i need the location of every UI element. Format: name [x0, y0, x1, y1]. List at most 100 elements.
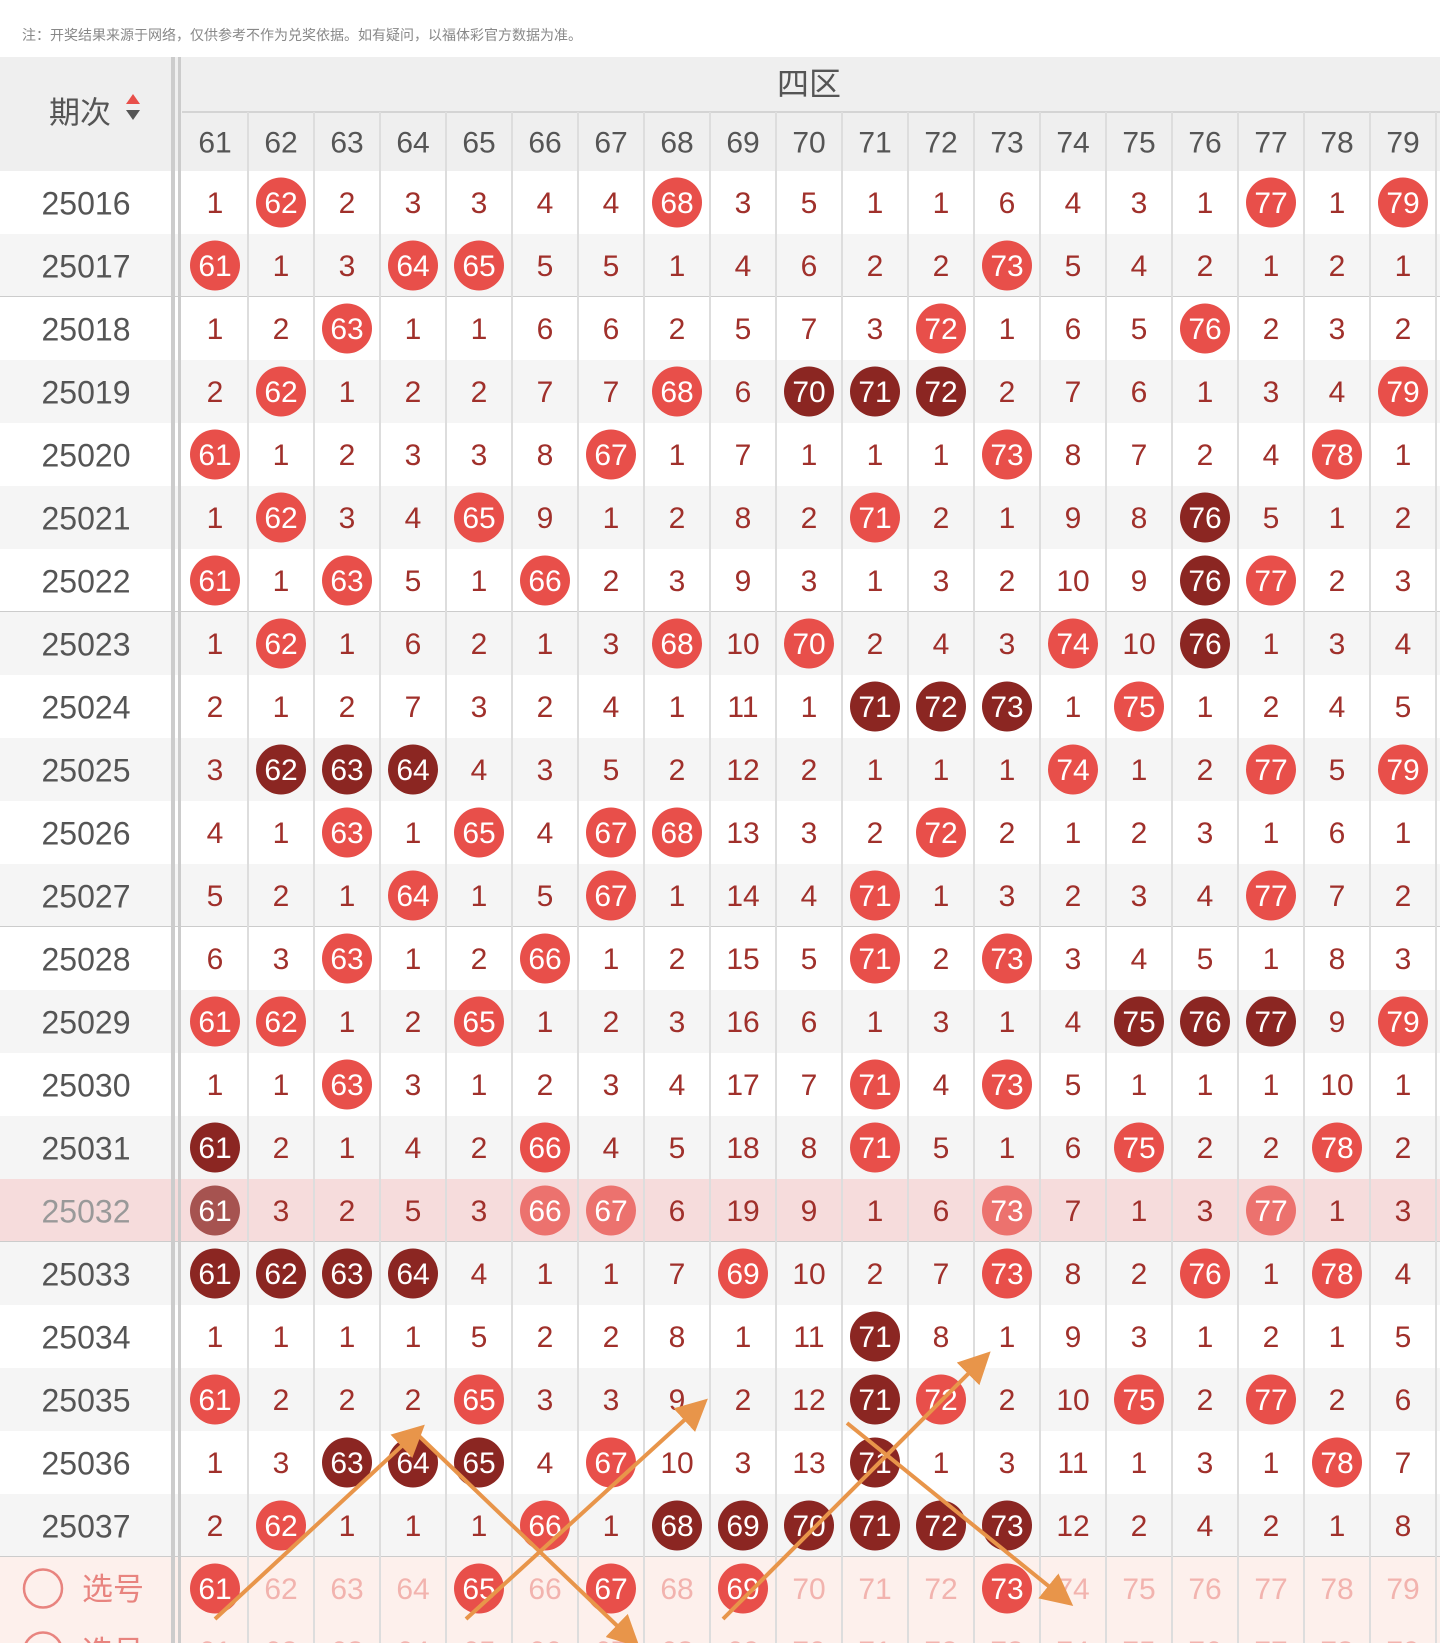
ball-number: 61: [198, 1258, 231, 1291]
ball: [520, 1185, 570, 1236]
ball: [190, 1122, 240, 1173]
ball: [1378, 744, 1428, 795]
ball-number: 78: [1320, 1258, 1353, 1291]
miss-count: 1: [735, 1321, 752, 1354]
pick-number: 70: [792, 1636, 825, 1643]
ball: [454, 240, 504, 291]
miss-count: 6: [207, 943, 224, 976]
miss-count: 4: [1197, 880, 1214, 913]
ball-number: 76: [1188, 628, 1221, 661]
miss-count: 12: [792, 1384, 825, 1417]
miss-count: 1: [1197, 1321, 1214, 1354]
miss-count: 2: [669, 502, 686, 535]
ball: [1048, 744, 1098, 795]
issue: 25025: [42, 753, 131, 789]
miss-count: 2: [801, 754, 818, 787]
miss-count: 8: [933, 1321, 950, 1354]
ball-number: 73: [990, 1069, 1023, 1102]
pick-number: 79: [1386, 1573, 1419, 1606]
miss-count: 1: [603, 943, 620, 976]
pick-toggle[interactable]: [22, 1568, 64, 1609]
pick-number: 70: [792, 1573, 825, 1606]
miss-count: 1: [1395, 439, 1412, 472]
ball: [718, 1500, 768, 1551]
issue: 25029: [42, 1005, 131, 1041]
ball-number: 73: [990, 439, 1023, 472]
ball-number: 78: [1320, 1447, 1353, 1480]
ball: [916, 1500, 966, 1551]
ball-number: 71: [858, 1132, 891, 1165]
miss-count: 1: [273, 1321, 290, 1354]
pick-number: 78: [1320, 1636, 1353, 1643]
miss-count: 5: [471, 1321, 488, 1354]
miss-count: 1: [1065, 691, 1082, 724]
issue: 25031: [42, 1131, 131, 1167]
pick-number: 68: [660, 1636, 693, 1643]
miss-count: 6: [1329, 817, 1346, 850]
pick-number: 71: [858, 1573, 891, 1606]
miss-count: 1: [1395, 1069, 1412, 1102]
column-number: 68: [660, 127, 693, 160]
miss-count: 7: [801, 313, 818, 346]
column-number: 71: [858, 127, 891, 160]
ball-number: 76: [1188, 502, 1221, 535]
miss-count: 2: [207, 1510, 224, 1543]
ball-number: 72: [924, 1510, 957, 1543]
pick-toggle[interactable]: [23, 1631, 63, 1648]
miss-count: 8: [1329, 943, 1346, 976]
miss-count: 5: [1395, 1321, 1412, 1354]
row-bg: [0, 1305, 1440, 1368]
miss-count: 1: [1197, 376, 1214, 409]
miss-count: 2: [405, 1384, 422, 1417]
miss-count: 2: [1395, 880, 1412, 913]
ball: [850, 933, 900, 984]
ball-number: 61: [198, 1573, 231, 1606]
miss-count: 12: [1056, 1510, 1089, 1543]
ball: [454, 807, 504, 858]
ball: [850, 492, 900, 543]
ball-number: 77: [1254, 187, 1287, 220]
miss-count: 2: [405, 1006, 422, 1039]
miss-count: 3: [1065, 943, 1082, 976]
miss-count: 2: [1329, 1384, 1346, 1417]
miss-count: 1: [669, 439, 686, 472]
ball-number: 64: [396, 250, 429, 283]
miss-count: 3: [1263, 376, 1280, 409]
column-number: 67: [594, 127, 627, 160]
ball-number: 73: [990, 1258, 1023, 1291]
miss-count: 4: [1263, 439, 1280, 472]
pick-number: 76: [1188, 1636, 1221, 1643]
ball-number: 71: [858, 943, 891, 976]
miss-count: 1: [1131, 1447, 1148, 1480]
miss-count: 3: [537, 1384, 554, 1417]
ball-number: 77: [1254, 1195, 1287, 1228]
miss-count: 3: [669, 1006, 686, 1039]
issue: 25034: [42, 1320, 131, 1356]
miss-count: 3: [735, 187, 752, 220]
miss-count: 3: [933, 565, 950, 598]
ball: [652, 618, 702, 669]
note: 注：开奖结果来源于网络，仅供参考不作为兑奖依据。如有疑问，以福体彩官方数据为准。: [22, 27, 582, 43]
ball: [850, 1059, 900, 1110]
miss-count: 1: [999, 1321, 1016, 1354]
miss-count: 5: [603, 754, 620, 787]
miss-count: 1: [1329, 502, 1346, 535]
ball-number: 62: [264, 502, 297, 535]
miss-count: 4: [1395, 628, 1412, 661]
ball-number: 76: [1188, 1258, 1221, 1291]
column-number: 75: [1122, 127, 1155, 160]
miss-count: 2: [603, 1321, 620, 1354]
ball: [850, 681, 900, 732]
ball-number: 77: [1254, 754, 1287, 787]
ball: [652, 177, 702, 228]
ball: [190, 996, 240, 1047]
miss-count: 2: [1131, 1258, 1148, 1291]
miss-count: 1: [1329, 187, 1346, 220]
ball: [190, 429, 240, 480]
miss-count: 19: [726, 1195, 759, 1228]
miss-count: 1: [1329, 1195, 1346, 1228]
issue: 25030: [42, 1068, 131, 1104]
ball-number: 72: [924, 376, 957, 409]
ball: [1246, 177, 1296, 228]
ball: [784, 1500, 834, 1551]
